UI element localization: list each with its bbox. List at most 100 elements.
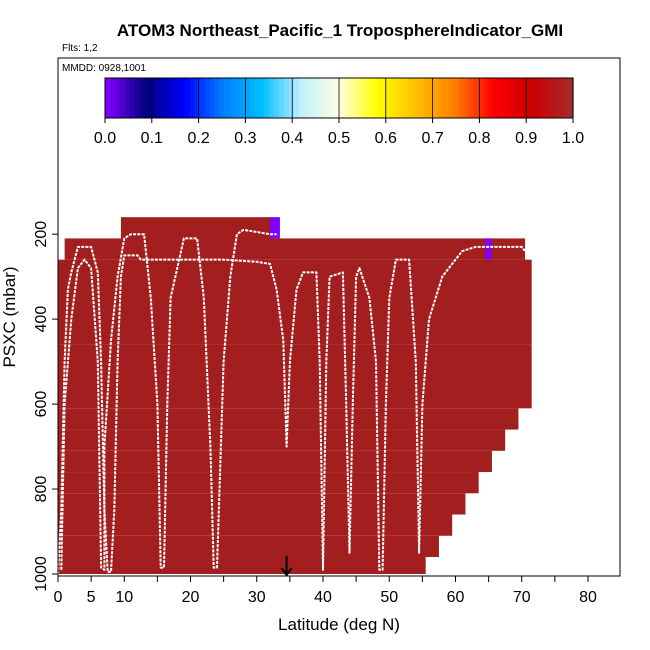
colorbar-swatch	[418, 78, 425, 118]
colorbar-swatch	[269, 78, 275, 118]
colorbar-swatch	[264, 78, 270, 118]
chart-subtitle: Flts: 1,2	[62, 43, 98, 54]
colorbar-swatch	[353, 78, 360, 118]
date-label: MMDD: 0928,1001	[62, 63, 146, 74]
heatmap-cell	[64, 238, 526, 260]
x-tick-label: 10	[115, 589, 133, 606]
colorbar-swatch	[443, 78, 450, 118]
latitude-marker	[280, 556, 293, 577]
colorbar-swatch	[199, 78, 206, 118]
x-tick-label: 0	[54, 589, 63, 606]
colorbar-swatch	[284, 78, 290, 118]
y-axis: 200 400 600 800 1000	[33, 221, 58, 592]
x-tick-label: 5	[87, 589, 96, 606]
colorbar-swatch	[154, 78, 161, 118]
flight-tracks	[57, 228, 526, 575]
colorbar-swatch	[518, 78, 524, 118]
colorbar-swatch	[348, 78, 355, 118]
colorbar-tick-label: 0.6	[375, 130, 397, 147]
marker-arrow-head	[280, 567, 293, 577]
colorbar-swatch	[483, 78, 489, 118]
colorbar-swatch	[229, 78, 236, 118]
colorbar-swatch	[204, 78, 211, 118]
x-axis-label: Latitude (deg N)	[278, 615, 400, 634]
colorbar-swatch	[388, 78, 395, 118]
x-tick-label: 50	[380, 589, 398, 606]
colorbar-tick-label: 0.2	[187, 130, 209, 147]
colorbar-tick-label: 0.0	[94, 130, 116, 147]
heatmap-cells	[58, 217, 532, 574]
colorbar-swatch	[319, 78, 325, 118]
plot-frame	[57, 57, 621, 577]
colorbar-swatch	[124, 78, 131, 118]
colorbar-swatch	[119, 78, 126, 118]
colorbar-swatch	[179, 78, 186, 118]
colorbar-swatch	[309, 78, 315, 118]
colorbar-swatch	[214, 78, 221, 118]
colorbar-swatch	[164, 78, 171, 118]
colorbar-swatch	[299, 78, 305, 118]
colorbar-swatch	[194, 78, 201, 118]
colorbar-swatch	[129, 78, 136, 118]
heatmap-cell	[58, 429, 506, 451]
heatmap-cell	[485, 238, 492, 260]
colorbar-swatch	[274, 78, 280, 118]
colorbar-swatch	[149, 78, 156, 118]
colorbar-swatch	[463, 78, 470, 118]
colorbar-swatch	[448, 78, 455, 118]
heatmap-cell	[58, 450, 492, 473]
colorbar-tick-label: 0.3	[234, 130, 256, 147]
colorbar-swatch	[105, 78, 111, 118]
colorbar-swatch	[329, 78, 335, 118]
chart-title: ATOM3 Northeast_Pacific_1 TroposphereInd…	[117, 21, 563, 40]
colorbar-swatch	[558, 78, 564, 118]
colorbar-swatch	[538, 78, 544, 118]
y-tick-label: 200	[33, 221, 50, 248]
y-tick-label: 800	[33, 476, 50, 503]
colorbar-swatch	[458, 78, 465, 118]
heatmap-cell	[58, 259, 532, 345]
colorbar-swatch	[403, 78, 410, 118]
colorbar-swatch	[503, 78, 509, 118]
colorbar-swatch	[513, 78, 519, 118]
colorbar-swatch	[134, 78, 141, 118]
heatmap-cell	[270, 217, 280, 239]
colorbar-swatch	[498, 78, 504, 118]
colorbar-swatch	[114, 78, 121, 118]
y-tick-label: 400	[33, 306, 50, 333]
heatmap-cell	[58, 557, 426, 574]
colorbar-swatch	[548, 78, 554, 118]
colorbar-swatch	[219, 78, 226, 118]
colorbar-swatch	[314, 78, 320, 118]
colorbar-tick-label: 1.0	[562, 130, 584, 147]
x-tick-label: 70	[513, 589, 531, 606]
heatmap-cell	[58, 344, 532, 409]
colorbar-swatch	[334, 78, 340, 118]
heatmap-cell	[58, 535, 439, 558]
colorbar-swatch	[373, 78, 380, 118]
colorbar-swatch	[234, 78, 241, 118]
colorbar-tick-label: 0.4	[281, 130, 303, 147]
colorbar-swatch	[169, 78, 176, 118]
colorbar-swatch	[304, 78, 310, 118]
flight-track-line	[57, 245, 526, 575]
colorbar-swatch	[244, 78, 250, 118]
colorbar-swatch	[468, 78, 475, 118]
colorbar-swatch	[184, 78, 191, 118]
colorbar-swatch	[249, 78, 255, 118]
colorbar-swatch	[368, 78, 375, 118]
y-tick-label: 600	[33, 391, 50, 418]
colorbar-swatch	[453, 78, 460, 118]
x-tick-label: 20	[182, 589, 200, 606]
colorbar-tick-label: 0.8	[468, 130, 490, 147]
colorbar: 0.0 0.1 0.2 0.3 0.4 0.5 0.6 0.7 0.8 0.9 1.0	[94, 77, 584, 147]
x-axis: 0 5 10 20 30 40 50 60 70 80	[54, 576, 597, 606]
colorbar-swatch	[563, 78, 569, 118]
colorbar-swatch	[139, 78, 146, 118]
colorbar-swatch	[363, 78, 370, 118]
colorbar-swatch	[478, 78, 484, 118]
colorbar-swatch	[209, 78, 216, 118]
colorbar-swatch	[339, 78, 345, 118]
colorbar-swatch	[568, 78, 574, 118]
